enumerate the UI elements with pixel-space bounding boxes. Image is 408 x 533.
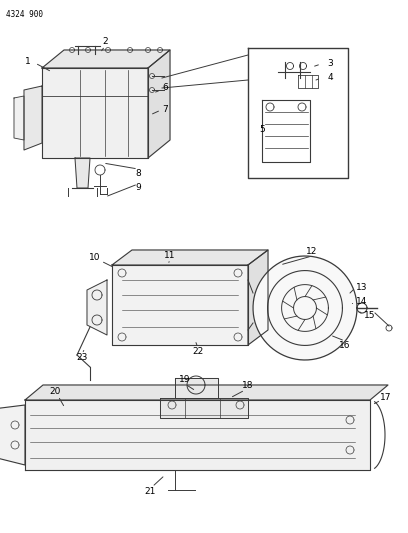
Polygon shape — [175, 378, 218, 398]
Text: 19: 19 — [179, 376, 191, 384]
Polygon shape — [112, 250, 268, 265]
Text: 6: 6 — [162, 84, 168, 93]
Polygon shape — [248, 48, 348, 178]
Text: 21: 21 — [144, 488, 156, 497]
Text: 10: 10 — [89, 254, 101, 262]
Text: 12: 12 — [306, 247, 318, 256]
Polygon shape — [25, 400, 370, 470]
Text: 1: 1 — [25, 58, 31, 67]
Text: 22: 22 — [193, 348, 204, 357]
Polygon shape — [24, 86, 42, 150]
Text: 8: 8 — [135, 168, 141, 177]
Polygon shape — [75, 158, 90, 188]
Text: 7: 7 — [162, 106, 168, 115]
Text: 14: 14 — [356, 297, 368, 306]
Text: 15: 15 — [364, 311, 376, 319]
Text: 23: 23 — [76, 353, 88, 362]
Polygon shape — [0, 405, 25, 465]
Polygon shape — [87, 280, 107, 335]
Polygon shape — [42, 50, 170, 68]
Polygon shape — [25, 385, 388, 400]
Polygon shape — [253, 256, 357, 360]
Text: 16: 16 — [339, 341, 351, 350]
Polygon shape — [248, 250, 268, 345]
Text: 4324 900: 4324 900 — [6, 10, 43, 19]
Text: 3: 3 — [327, 59, 333, 68]
Text: 17: 17 — [380, 393, 392, 402]
Text: 2: 2 — [102, 37, 108, 46]
Text: 4: 4 — [327, 74, 333, 83]
Text: 5: 5 — [259, 125, 265, 134]
Polygon shape — [112, 265, 248, 345]
Polygon shape — [148, 50, 170, 158]
Text: 13: 13 — [356, 284, 368, 293]
Text: 9: 9 — [135, 183, 141, 192]
Polygon shape — [42, 68, 148, 158]
Polygon shape — [160, 398, 248, 418]
Text: 18: 18 — [242, 381, 254, 390]
Text: 11: 11 — [164, 251, 176, 260]
Text: 20: 20 — [49, 387, 61, 397]
Polygon shape — [14, 96, 24, 140]
